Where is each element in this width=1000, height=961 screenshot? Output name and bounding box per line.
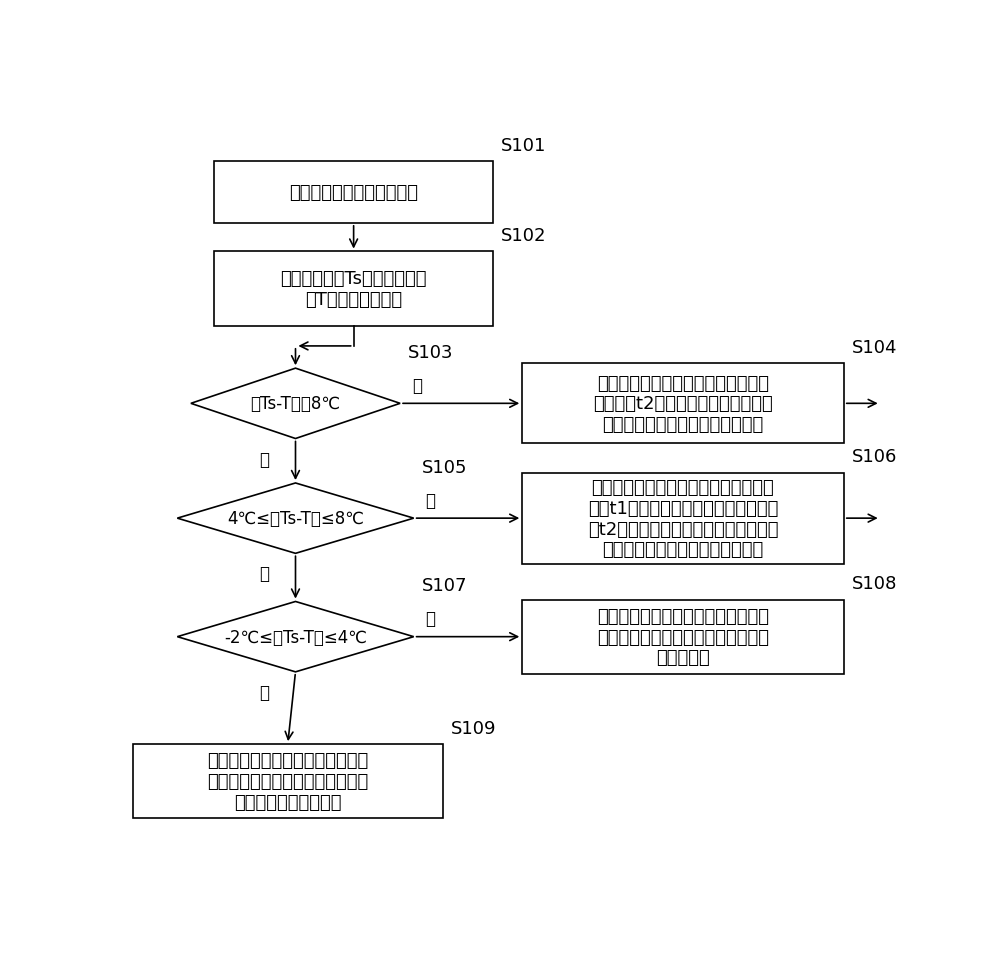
Text: 获取设定温度Ts与室内环境温
度T之间的温度差值: 获取设定温度Ts与室内环境温 度T之间的温度差值 (280, 270, 427, 308)
Text: S103: S103 (408, 343, 453, 361)
Text: -2℃≤（Ts-T）≤4℃: -2℃≤（Ts-T）≤4℃ (224, 628, 367, 646)
Polygon shape (177, 602, 414, 672)
Text: S105: S105 (421, 458, 467, 476)
Polygon shape (191, 369, 400, 439)
FancyBboxPatch shape (214, 162, 493, 224)
Text: 是: 是 (412, 377, 422, 394)
FancyBboxPatch shape (214, 252, 493, 326)
FancyBboxPatch shape (522, 600, 844, 674)
Text: 4℃≤（Ts-T）≤8℃: 4℃≤（Ts-T）≤8℃ (227, 509, 364, 528)
Text: S108: S108 (852, 575, 897, 593)
Text: 控制空调器切换至制冷模式运行，
并控制电辅热装置处于关闭状态，
室内风机以高风档运行: 控制空调器切换至制冷模式运行， 并控制电辅热装置处于关闭状态， 室内风机以高风档… (207, 752, 368, 811)
Text: 否: 否 (260, 450, 270, 468)
Text: S109: S109 (451, 719, 496, 737)
FancyBboxPatch shape (133, 744, 443, 819)
Text: S101: S101 (501, 136, 546, 155)
Text: 是: 是 (425, 491, 435, 509)
Text: S107: S107 (421, 577, 467, 595)
Text: S104: S104 (852, 338, 897, 357)
Text: 是: 是 (425, 609, 435, 628)
Text: 控制空调器切换至制热模式运行第二
预设时间t2，并保持电辅热装置处于
开启状态，室内风机以高风档运行: 控制空调器切换至制热模式运行第二 预设时间t2，并保持电辅热装置处于 开启状态，… (593, 374, 773, 433)
Text: 空调器以恒温除湿模式运行: 空调器以恒温除湿模式运行 (289, 184, 418, 202)
FancyBboxPatch shape (522, 364, 844, 444)
Text: （Ts-T）＞8℃: （Ts-T）＞8℃ (250, 395, 340, 413)
Text: S102: S102 (501, 227, 546, 245)
Text: 控制空调器先以制冷模式运行第一预设
时间t1，再以制热模式运行第二预设时
间t2，且保持电辅热装置处于开启状态
室内风机以高风档运行，如此循环: 控制空调器先以制冷模式运行第一预设 时间t1，再以制热模式运行第二预设时 间t2… (588, 479, 778, 558)
Text: 控制空调器切换至制冷模式运行，同
时控制电辅热装置开启，室内风机以
低风档运行: 控制空调器切换至制冷模式运行，同 时控制电辅热装置开启，室内风机以 低风档运行 (597, 607, 769, 667)
Text: S106: S106 (852, 448, 897, 466)
Text: 否: 否 (260, 565, 270, 582)
FancyBboxPatch shape (522, 473, 844, 564)
Polygon shape (177, 483, 414, 554)
Text: 否: 否 (260, 683, 270, 702)
